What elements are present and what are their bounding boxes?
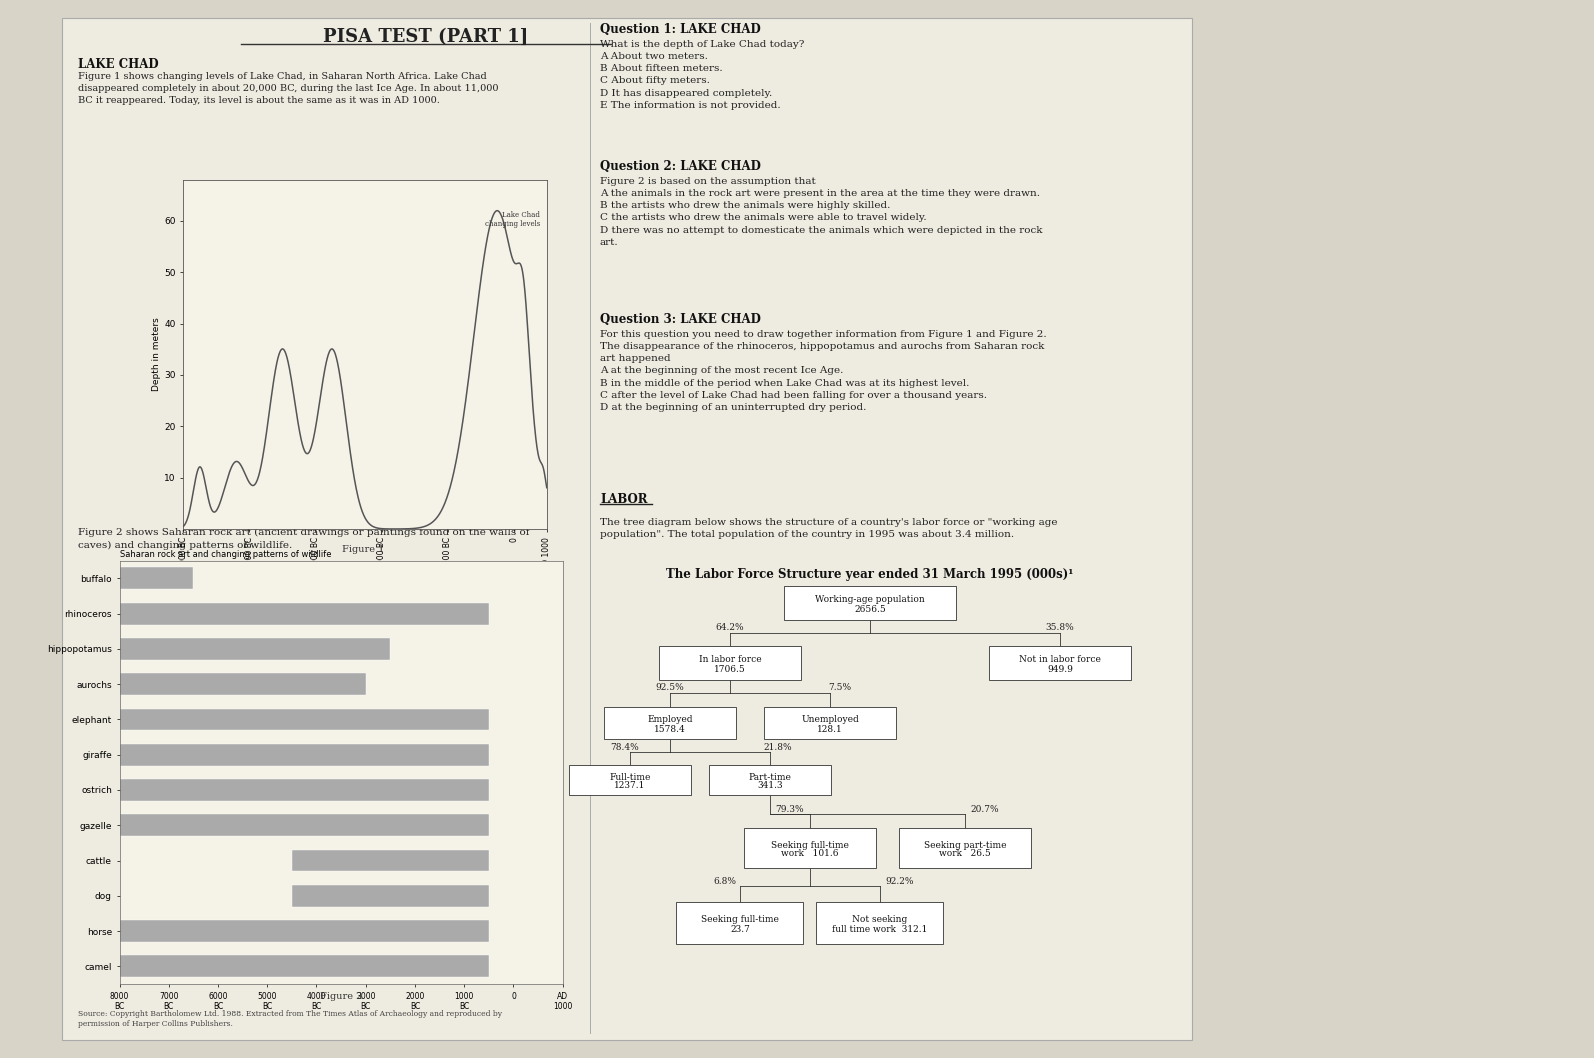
Text: Source: Copyright Bartholomew Ltd. 1988. Extracted from The Times Atlas of Archa: Source: Copyright Bartholomew Ltd. 1988.… [78,1010,502,1027]
Y-axis label: Depth in meters: Depth in meters [153,317,161,391]
Text: 35.8%: 35.8% [1046,623,1074,633]
Text: Seeking full-time: Seeking full-time [771,840,850,850]
FancyBboxPatch shape [899,828,1031,868]
Text: The Labor Force Structure year ended 31 March 1995 (000s)¹: The Labor Force Structure year ended 31 … [666,568,1074,581]
Bar [120,815,489,836]
Text: Question 2: LAKE CHAD: Question 2: LAKE CHAD [599,160,760,174]
Text: 7.5%: 7.5% [829,683,851,693]
Text: 128.1: 128.1 [818,725,843,733]
Text: caves) and changing patterns of wildlife.: caves) and changing patterns of wildlife… [78,541,292,550]
Text: 79.3%: 79.3% [776,805,805,815]
Text: 1578.4: 1578.4 [654,725,685,733]
Text: 78.4%: 78.4% [611,744,639,752]
Text: work   26.5: work 26.5 [939,850,991,858]
FancyBboxPatch shape [744,828,877,868]
FancyBboxPatch shape [784,586,956,620]
Text: PISA TEST (PART 1]: PISA TEST (PART 1] [324,28,529,45]
Text: 92.2%: 92.2% [886,877,915,887]
Text: Employed: Employed [647,715,693,725]
Bar [120,709,489,730]
Bar [120,567,193,589]
Text: 1237.1: 1237.1 [614,782,646,790]
Text: 21.8%: 21.8% [764,744,792,752]
Text: Saharan rock art and changing patterns of wildlife: Saharan rock art and changing patterns o… [120,549,332,559]
Text: 2656.5: 2656.5 [854,604,886,614]
Bar [120,744,489,766]
Text: 23.7: 23.7 [730,925,749,933]
Text: 1706.5: 1706.5 [714,664,746,674]
Text: Figure 2 is based on the assumption that
A the animals in the rock art were pres: Figure 2 is based on the assumption that… [599,177,1042,247]
Bar [120,779,489,801]
Text: Working-age population: Working-age population [815,596,925,604]
Text: LAKE CHAD: LAKE CHAD [78,58,159,71]
Bar [292,850,489,872]
Text: The tree diagram below shows the structure of a country's labor force or "workin: The tree diagram below shows the structu… [599,518,1057,540]
Text: Seeking full-time: Seeking full-time [701,915,779,925]
Bar [120,603,489,624]
Bar [120,920,489,942]
Text: Part-time: Part-time [749,772,792,782]
Bar [120,673,365,695]
Text: 92.5%: 92.5% [655,683,684,693]
Text: In labor force: In labor force [698,656,762,664]
Text: Not in labor force: Not in labor force [1019,656,1101,664]
Bar [292,884,489,907]
Bar [120,638,391,660]
Text: work   101.6: work 101.6 [781,850,838,858]
FancyBboxPatch shape [764,707,896,738]
Text: 6.8%: 6.8% [714,877,736,887]
Text: Lake Chad
changing levels: Lake Chad changing levels [485,211,540,227]
Text: Full-time: Full-time [609,772,650,782]
FancyBboxPatch shape [604,707,736,738]
FancyBboxPatch shape [816,902,944,944]
Text: LABOR: LABOR [599,493,647,506]
FancyBboxPatch shape [709,765,830,795]
FancyBboxPatch shape [676,902,803,944]
Text: Figure 2: Figure 2 [320,992,362,1002]
Text: What is the depth of Lake Chad today?
A About two meters.
B About fifteen meters: What is the depth of Lake Chad today? A … [599,40,805,110]
Text: For this question you need to draw together information from Figure 1 and Figure: For this question you need to draw toget… [599,330,1047,412]
Text: Unemployed: Unemployed [802,715,859,725]
FancyBboxPatch shape [569,765,692,795]
Text: Figure 1: Figure 1 [343,545,384,554]
Text: Not seeking: Not seeking [853,915,907,925]
FancyBboxPatch shape [988,646,1132,680]
Text: Question 3: LAKE CHAD: Question 3: LAKE CHAD [599,313,760,326]
Text: 341.3: 341.3 [757,782,783,790]
Text: Seeking part-time: Seeking part-time [925,840,1006,850]
Text: full time work  312.1: full time work 312.1 [832,925,928,933]
Bar [120,955,489,978]
FancyBboxPatch shape [62,18,1192,1040]
Text: 20.7%: 20.7% [971,805,999,815]
Text: 64.2%: 64.2% [716,623,744,633]
Text: Question 1: LAKE CHAD: Question 1: LAKE CHAD [599,23,760,36]
FancyBboxPatch shape [658,646,802,680]
Text: Figure 1 shows changing levels of Lake Chad, in Saharan North Africa. Lake Chad
: Figure 1 shows changing levels of Lake C… [78,72,499,105]
Text: 949.9: 949.9 [1047,664,1073,674]
Text: Figure 2 shows Saharan rock art (ancient drawings or paintings found on the wall: Figure 2 shows Saharan rock art (ancient… [78,528,529,537]
